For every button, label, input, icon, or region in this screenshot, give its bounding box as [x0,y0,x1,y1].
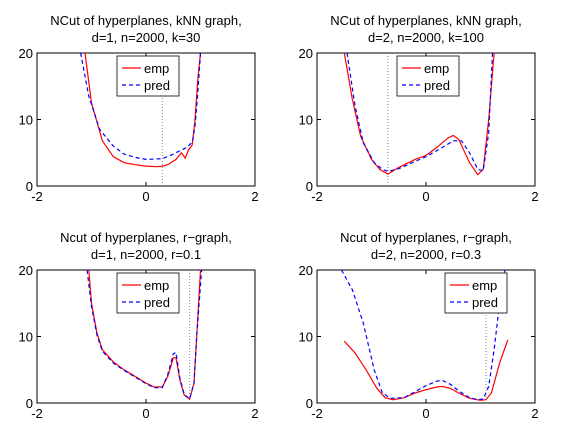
legend-box [116,272,180,314]
y-tick-label: 20 [19,263,33,278]
legend-box [444,272,508,314]
x-tick-label: 2 [251,406,258,421]
series-line-pred [80,53,202,161]
x-tick-label: 2 [531,406,538,421]
x-tick-label: 0 [422,189,429,204]
legend: emp pred [444,272,508,314]
x-tick-label: 0 [422,406,429,421]
chart-title-line: Ncut of hyperplanes, r−graph, [60,230,232,245]
chart-title-line: NCut of hyperplanes, kNN graph, [50,13,241,28]
subplot-3: Ncut of hyperplanes, r−graph, d=1, n=2000… [19,230,259,421]
x-tick-label: 2 [531,189,538,204]
legend-label-emp: emp [144,61,169,76]
legend-label-emp: emp [472,278,497,293]
chart-title-line: d=2, n=2000, k=100 [368,30,484,45]
series-line-pred [346,53,494,173]
x-tick-label: -2 [311,406,323,421]
y-tick-label: 20 [299,263,313,278]
legend-label-emp: emp [144,278,169,293]
chart-title-line: d=1, n=2000, r=0.1 [91,247,201,262]
chart-title-line: Ncut of hyperplanes, r−graph, [340,230,512,245]
legend-box [116,55,180,97]
chart-title-line: d=1, n=2000, k=30 [92,30,201,45]
series-line-emp [84,53,202,168]
x-tick-label: 0 [142,189,149,204]
subplot-2: NCut of hyperplanes, kNN graph, d=2, n=20… [299,13,539,204]
x-tick-label: -2 [311,189,323,204]
subplot-4: Ncut of hyperplanes, r−graph, d=2, n=2000… [299,230,539,421]
x-tick-label: -2 [31,406,43,421]
legend: emp pred [116,272,180,314]
y-tick-label: 0 [26,396,33,411]
y-tick-label: 10 [299,113,313,128]
legend-label-pred: pred [144,78,170,93]
legend-label-pred: pred [144,295,170,310]
legend-label-pred: pred [472,295,498,310]
subplot-1: NCut of hyperplanes, kNN graph, d=1, n=20… [19,13,259,204]
y-tick-label: 0 [306,396,313,411]
y-tick-label: 20 [19,46,33,61]
y-tick-label: 0 [26,179,33,194]
y-tick-label: 20 [299,46,313,61]
y-tick-label: 10 [19,113,33,128]
series-line-pred [340,270,506,401]
y-tick-label: 0 [306,179,313,194]
x-tick-label: -2 [31,189,43,204]
series-line-pred [86,270,203,401]
x-tick-label: 2 [251,189,258,204]
legend-label-pred: pred [424,78,450,93]
chart-title-line: d=2, n=2000, r=0.3 [371,247,481,262]
legend-label-emp: emp [424,61,449,76]
chart-title-line: NCut of hyperplanes, kNN graph, [330,13,521,28]
y-tick-label: 10 [299,330,313,345]
y-tick-label: 10 [19,330,33,345]
series-line-emp [343,339,509,401]
x-tick-label: 0 [142,406,149,421]
legend-box [396,55,460,97]
legend: emp pred [396,55,460,97]
legend: emp pred [116,55,180,97]
